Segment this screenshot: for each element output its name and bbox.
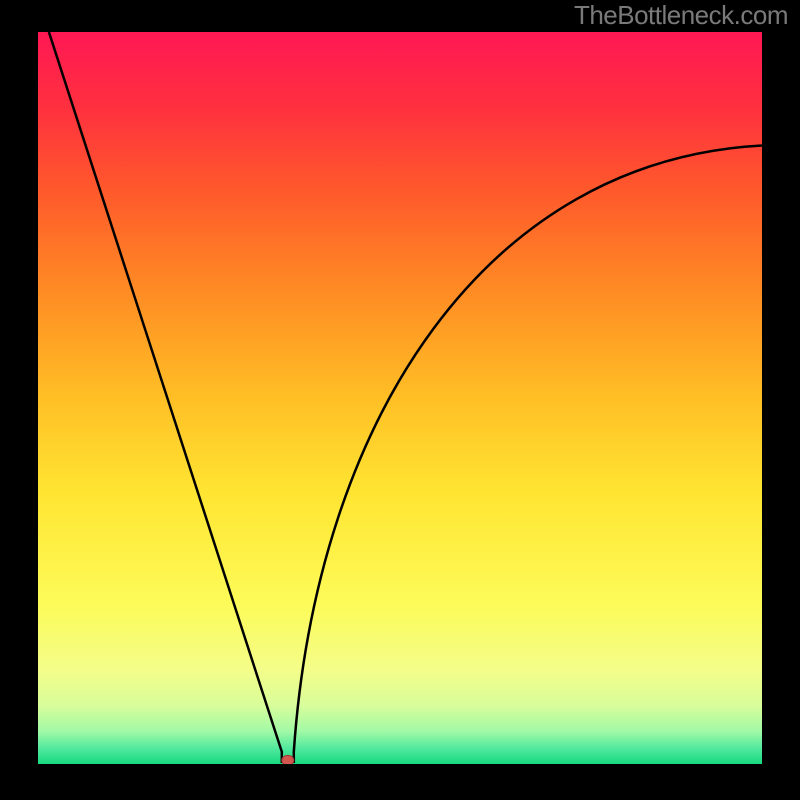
bottleneck-chart: [0, 0, 800, 800]
watermark-label: TheBottleneck.com: [574, 0, 788, 31]
chart-container: TheBottleneck.com: [0, 0, 800, 800]
plot-background: [38, 32, 762, 764]
optimum-marker: [282, 755, 294, 765]
